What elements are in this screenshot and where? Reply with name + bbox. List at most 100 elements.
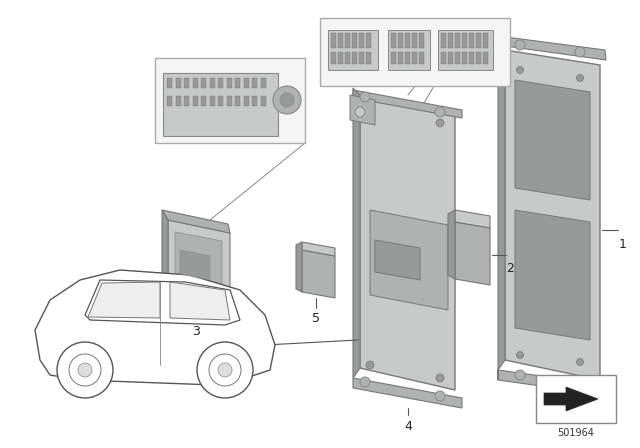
Circle shape	[435, 107, 445, 117]
Polygon shape	[350, 95, 375, 125]
Circle shape	[197, 342, 253, 398]
Circle shape	[69, 354, 101, 386]
Circle shape	[366, 361, 374, 369]
Polygon shape	[375, 240, 420, 280]
Polygon shape	[498, 36, 505, 380]
Polygon shape	[505, 50, 600, 380]
Polygon shape	[170, 282, 230, 320]
Polygon shape	[398, 52, 403, 64]
Polygon shape	[455, 33, 460, 48]
Polygon shape	[391, 33, 396, 48]
Circle shape	[575, 377, 585, 387]
Polygon shape	[175, 232, 222, 300]
Polygon shape	[352, 33, 357, 48]
Polygon shape	[398, 33, 403, 48]
Polygon shape	[469, 52, 474, 64]
Polygon shape	[162, 210, 168, 297]
Polygon shape	[331, 52, 336, 64]
Polygon shape	[235, 96, 240, 106]
Circle shape	[360, 377, 370, 387]
Polygon shape	[193, 78, 198, 88]
Polygon shape	[388, 30, 430, 70]
Circle shape	[218, 363, 232, 377]
Polygon shape	[88, 282, 160, 318]
Polygon shape	[359, 52, 364, 64]
Polygon shape	[448, 210, 455, 279]
Polygon shape	[338, 33, 343, 48]
Polygon shape	[370, 210, 448, 310]
Polygon shape	[441, 33, 446, 48]
Circle shape	[515, 40, 525, 50]
Polygon shape	[405, 52, 410, 64]
Text: 2: 2	[506, 262, 514, 275]
Polygon shape	[462, 52, 467, 64]
Polygon shape	[536, 375, 616, 423]
Polygon shape	[391, 52, 396, 64]
Polygon shape	[328, 30, 378, 70]
Polygon shape	[218, 96, 223, 106]
Polygon shape	[405, 33, 410, 48]
Polygon shape	[345, 33, 350, 48]
Polygon shape	[252, 96, 257, 106]
Polygon shape	[476, 52, 481, 64]
Polygon shape	[184, 78, 189, 88]
Polygon shape	[353, 378, 462, 408]
Polygon shape	[338, 52, 343, 64]
Polygon shape	[366, 33, 371, 48]
Polygon shape	[462, 33, 467, 48]
Polygon shape	[331, 33, 336, 48]
Circle shape	[436, 119, 444, 127]
Polygon shape	[498, 370, 605, 395]
Polygon shape	[476, 33, 481, 48]
Polygon shape	[252, 78, 257, 88]
Circle shape	[209, 354, 241, 386]
Circle shape	[57, 342, 113, 398]
Polygon shape	[227, 96, 232, 106]
Polygon shape	[243, 96, 248, 106]
Polygon shape	[448, 52, 453, 64]
Polygon shape	[441, 52, 446, 64]
Polygon shape	[167, 96, 172, 106]
Polygon shape	[419, 52, 424, 64]
Circle shape	[78, 363, 92, 377]
Polygon shape	[455, 222, 490, 285]
Polygon shape	[448, 33, 453, 48]
Circle shape	[273, 86, 301, 114]
Polygon shape	[455, 52, 460, 64]
Polygon shape	[455, 210, 490, 228]
Circle shape	[516, 352, 524, 358]
Polygon shape	[201, 96, 206, 106]
Polygon shape	[193, 96, 198, 106]
Polygon shape	[498, 36, 606, 60]
Polygon shape	[412, 33, 417, 48]
Polygon shape	[184, 96, 189, 106]
Polygon shape	[352, 52, 357, 64]
Polygon shape	[483, 33, 488, 48]
Polygon shape	[155, 58, 305, 143]
Text: 501964: 501964	[557, 428, 595, 438]
Text: 3: 3	[192, 325, 200, 338]
Polygon shape	[302, 250, 335, 298]
Text: 1: 1	[619, 238, 627, 251]
Polygon shape	[235, 78, 240, 88]
Polygon shape	[168, 220, 230, 310]
Circle shape	[355, 107, 365, 117]
Polygon shape	[438, 30, 493, 70]
Polygon shape	[419, 33, 424, 48]
Polygon shape	[360, 95, 455, 390]
Polygon shape	[296, 242, 302, 292]
Polygon shape	[260, 78, 266, 88]
Polygon shape	[163, 73, 278, 136]
Circle shape	[360, 92, 370, 102]
Circle shape	[577, 74, 584, 82]
Polygon shape	[320, 18, 510, 86]
Polygon shape	[544, 387, 598, 411]
Polygon shape	[35, 270, 275, 385]
Polygon shape	[353, 88, 360, 378]
Polygon shape	[243, 78, 248, 88]
Polygon shape	[227, 78, 232, 88]
Polygon shape	[209, 96, 214, 106]
Circle shape	[515, 370, 525, 380]
Polygon shape	[85, 280, 240, 325]
Polygon shape	[209, 78, 214, 88]
